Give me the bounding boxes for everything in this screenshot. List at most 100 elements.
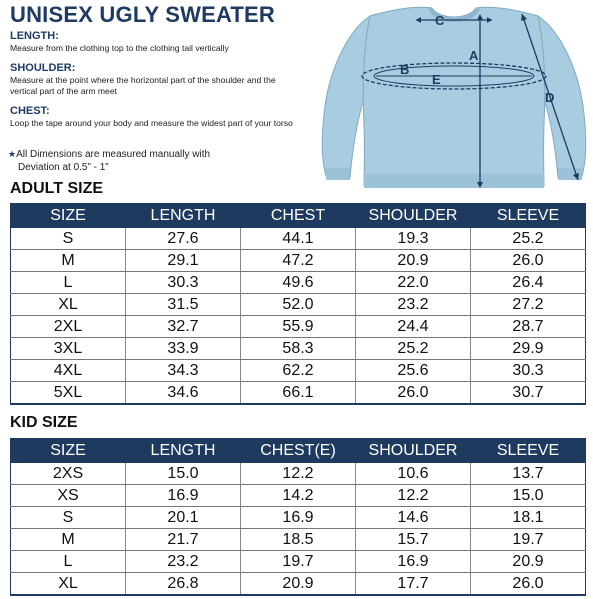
size-cell: L <box>10 550 126 573</box>
column-header: SIZE <box>10 203 126 228</box>
column-header: SIZE <box>10 438 126 463</box>
column-header: SHOULDER <box>355 438 471 463</box>
measurement-cell: 47.2 <box>240 249 356 272</box>
label-e: E <box>432 72 441 87</box>
measurement-cell: 26.0 <box>470 249 586 272</box>
measurement-cell: 15.0 <box>125 462 241 485</box>
chest-definition: CHEST: Loop the tape around your body an… <box>10 105 300 129</box>
measurement-cell: 15.0 <box>470 484 586 507</box>
note-line-1: All Dimensions are measured manually wit… <box>16 149 211 160</box>
measurement-cell: 58.3 <box>240 337 356 360</box>
measurement-cell: 24.4 <box>355 315 471 338</box>
length-definition: LENGTH: Measure from the clothing top to… <box>10 30 300 54</box>
measurement-cell: 49.6 <box>240 271 356 294</box>
measurement-cell: 23.2 <box>355 293 471 316</box>
measurement-cell: 33.9 <box>125 337 241 360</box>
table-row: M 21.7 18.5 15.7 19.7 <box>10 528 586 551</box>
measurement-cell: 16.9 <box>240 506 356 529</box>
measurement-cell: 25.2 <box>355 337 471 360</box>
column-header: SLEEVE <box>470 438 586 463</box>
right-sleeve <box>537 15 587 179</box>
table-row: M 29.1 47.2 20.9 26.0 <box>10 249 586 272</box>
measurement-cell: 19.3 <box>355 227 471 250</box>
measurement-cell: 30.3 <box>470 359 586 382</box>
measurement-cell: 52.0 <box>240 293 356 316</box>
measurement-cell: 21.7 <box>125 528 241 551</box>
measurement-cell: 18.1 <box>470 506 586 529</box>
sweater-diagram: C A B E D <box>321 6 587 188</box>
size-cell: XL <box>10 293 126 316</box>
measurement-cell: 26.8 <box>125 572 241 596</box>
measurement-cell: 17.7 <box>355 572 471 596</box>
measurement-cell: 12.2 <box>240 462 356 485</box>
measurement-cell: 19.7 <box>240 550 356 573</box>
column-header: SHOULDER <box>355 203 471 228</box>
left-cuff <box>326 168 350 180</box>
measurement-cell: 22.0 <box>355 271 471 294</box>
measurement-cell: 12.2 <box>355 484 471 507</box>
measurement-cell: 20.9 <box>240 572 356 596</box>
measurement-cell: 26.0 <box>470 572 586 596</box>
table-row: XL 26.8 20.9 17.7 26.0 <box>10 572 586 596</box>
label-d: D <box>545 90 554 105</box>
measurement-cell: 30.3 <box>125 271 241 294</box>
measurement-cell: 27.2 <box>470 293 586 316</box>
size-cell: XL <box>10 572 126 596</box>
chest-text: Loop the tape around your body and measu… <box>10 118 293 128</box>
size-cell: M <box>10 249 126 272</box>
column-header: SLEEVE <box>470 203 586 228</box>
column-header: CHEST(E) <box>240 438 356 463</box>
column-header: LENGTH <box>125 203 241 228</box>
table-row: 4XL 34.3 62.2 25.6 30.3 <box>10 359 586 382</box>
table-row: 5XL 34.6 66.1 26.0 30.7 <box>10 381 586 405</box>
measurement-cell: 30.7 <box>470 381 586 405</box>
size-cell: 4XL <box>10 359 126 382</box>
size-cell: S <box>10 506 126 529</box>
measurement-cell: 14.6 <box>355 506 471 529</box>
measurement-cell: 18.5 <box>240 528 356 551</box>
length-text: Measure from the clothing top to the clo… <box>10 43 229 53</box>
shoulder-definition: SHOULDER: Measure at the point where the… <box>10 62 300 97</box>
measurement-cell: 31.5 <box>125 293 241 316</box>
measurement-note: ★All Dimensions are measured manually wi… <box>8 148 298 174</box>
measurement-cell: 29.9 <box>470 337 586 360</box>
measurement-cell: 16.9 <box>355 550 471 573</box>
table-row: 3XL 33.9 58.3 25.2 29.9 <box>10 337 586 360</box>
measurement-cell: 62.2 <box>240 359 356 382</box>
measurement-cell: 26.0 <box>355 381 471 405</box>
size-cell: 5XL <box>10 381 126 405</box>
measurement-cell: 20.1 <box>125 506 241 529</box>
adult-size-title: ADULT SIZE <box>10 180 104 197</box>
note-line-2: Deviation at 0.5” - 1” <box>18 162 109 173</box>
adult-size-table: SIZE LENGTH CHEST SHOULDER SLEEVE S 27.6 44.1 1… <box>10 203 586 405</box>
measurement-cell: 34.3 <box>125 359 241 382</box>
measurement-cell: 16.9 <box>125 484 241 507</box>
size-cell: 2XL <box>10 315 126 338</box>
table-row: XL 31.5 52.0 23.2 27.2 <box>10 293 586 316</box>
measurement-cell: 23.2 <box>125 550 241 573</box>
measurement-cell: 20.9 <box>470 550 586 573</box>
measurement-cell: 29.1 <box>125 249 241 272</box>
size-cell: M <box>10 528 126 551</box>
shoulder-heading: SHOULDER: <box>10 62 76 74</box>
size-cell: XS <box>10 484 126 507</box>
label-c: C <box>435 13 445 28</box>
table-row: L 23.2 19.7 16.9 20.9 <box>10 550 586 573</box>
table-row: 2XL 32.7 55.9 24.4 28.7 <box>10 315 586 338</box>
measurement-cell: 27.6 <box>125 227 241 250</box>
kid-size-title: KID SIZE <box>10 414 78 431</box>
size-cell: S <box>10 227 126 250</box>
shoulder-text: Measure at the point where the horizonta… <box>10 75 276 96</box>
length-heading: LENGTH: <box>10 30 59 42</box>
measurement-cell: 13.7 <box>470 462 586 485</box>
star-icon: ★ <box>8 149 17 159</box>
size-cell: 2XS <box>10 462 126 485</box>
measurement-cell: 19.7 <box>470 528 586 551</box>
measurement-cell: 25.2 <box>470 227 586 250</box>
measurement-cell: 28.7 <box>470 315 586 338</box>
measurement-cell: 66.1 <box>240 381 356 405</box>
measurement-cell: 34.6 <box>125 381 241 405</box>
measurement-cell: 44.1 <box>240 227 356 250</box>
kid-size-table: SIZE LENGTH CHEST(E) SHOULDER SLEEVE 2XS 15.0… <box>10 438 586 596</box>
measurement-cell: 10.6 <box>355 462 471 485</box>
